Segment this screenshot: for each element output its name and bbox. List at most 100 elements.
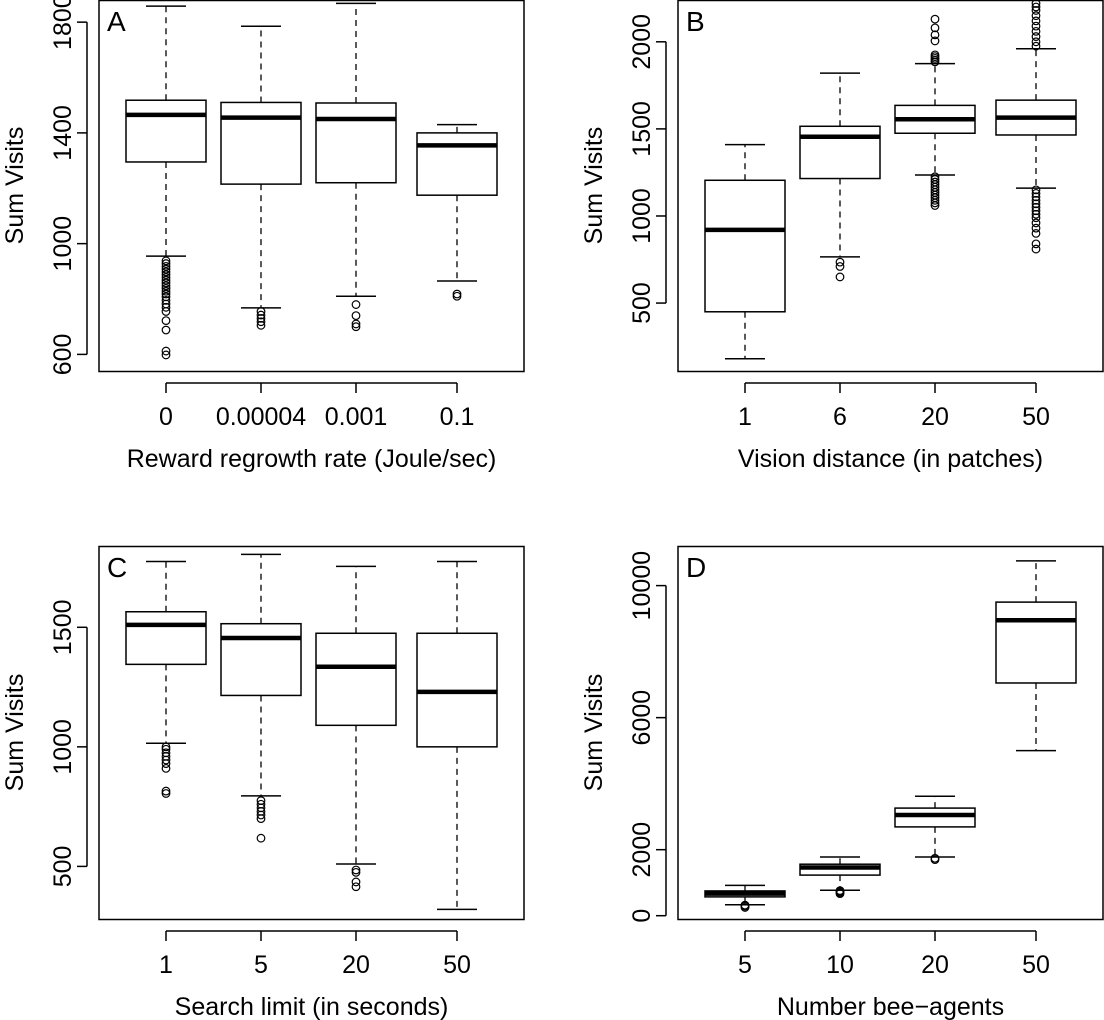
outlier-point <box>256 320 266 330</box>
box-6 <box>799 72 881 282</box>
outlier-point <box>1031 188 1041 198</box>
x-tick-label: 50 <box>1022 951 1050 979</box>
y-tick-label: 1400 <box>49 105 77 161</box>
outlier-point <box>1031 37 1041 47</box>
panel-a: A 600 1000 1400 1800 Sum Visits 0 0.00004 0.001 0… <box>1 0 525 473</box>
outlier-point <box>161 763 171 773</box>
outlier-point <box>161 259 171 268</box>
outlier-point <box>161 278 171 288</box>
iqr-box <box>416 132 498 196</box>
plot-frame <box>98 545 525 921</box>
box-0.001 <box>315 2 397 332</box>
outlier-point <box>161 744 171 754</box>
outlier-point <box>161 264 171 274</box>
y-axis-title: Sum Visits <box>580 674 608 792</box>
x-axis-title: Number bee−agents <box>777 993 1004 1020</box>
outlier-point <box>1031 6 1041 15</box>
y-tick-label: 1000 <box>49 216 77 272</box>
outlier-point <box>930 36 940 46</box>
outlier-point <box>1031 26 1041 36</box>
outlier-point <box>351 300 361 309</box>
outlier-point <box>161 286 171 296</box>
outlier-point <box>1031 223 1041 233</box>
outlier-point <box>351 311 361 321</box>
iqr-box <box>704 179 786 313</box>
box-1 <box>125 560 207 798</box>
y-axis-title: Sum Visits <box>1 674 29 792</box>
outlier-point <box>740 900 750 910</box>
box-5 <box>220 553 302 843</box>
box-1 <box>704 143 786 360</box>
outlier-point <box>161 261 171 271</box>
outlier-point <box>256 317 266 327</box>
outlier-point <box>161 267 171 277</box>
box-0.00004 <box>220 25 302 330</box>
x-tick-label: 5 <box>254 951 268 979</box>
panel-d: D 0 2000 6000 10000 Sum Visits 5 10 20 50 Number b… <box>580 545 1104 1020</box>
outlier-point <box>1031 228 1041 238</box>
outlier-point <box>256 799 266 809</box>
outlier-point <box>930 23 940 33</box>
outlier-point <box>256 796 266 806</box>
panel-letter: A <box>107 6 126 37</box>
outlier-point <box>1031 209 1041 219</box>
outlier-point <box>256 313 266 323</box>
x-tick-label: 5 <box>738 951 752 979</box>
iqr-box <box>220 101 302 185</box>
outlier-point <box>1031 218 1041 228</box>
y-tick-label: 6000 <box>628 690 656 746</box>
outlier-point <box>161 325 171 335</box>
outlier-point <box>161 275 171 285</box>
outlier-point <box>161 789 171 798</box>
outlier-point <box>1031 195 1041 205</box>
panel-c: C 500 1000 1500 Sum Visits 1 5 20 50 Search limit… <box>1 545 525 1020</box>
x-tick-label: 20 <box>921 403 949 431</box>
panel-letter: C <box>107 552 127 583</box>
outlier-point <box>161 786 171 796</box>
outlier-point <box>835 886 845 896</box>
box-0.1 <box>416 123 498 301</box>
panel-b: B 500 1000 1500 2000 Sum Visits 1 6 20 50 Vision d… <box>580 0 1104 473</box>
box-20 <box>894 795 976 864</box>
outlier-point <box>930 30 940 40</box>
outlier-point <box>1031 239 1041 249</box>
x-tick-label: 20 <box>342 951 370 979</box>
x-tick-label: 1 <box>738 403 752 431</box>
outlier-point <box>835 257 845 267</box>
outlier-point <box>930 175 940 184</box>
outlier-point <box>1031 32 1041 41</box>
outlier-point <box>351 322 361 332</box>
outlier-point <box>256 310 266 320</box>
outlier-point <box>161 256 171 266</box>
outlier-point <box>161 270 171 280</box>
outlier-point <box>1031 41 1041 51</box>
outlier-point <box>351 882 361 892</box>
x-tick-label: 1 <box>159 951 173 979</box>
y-tick-label: 1500 <box>49 599 77 655</box>
outlier-point <box>256 833 266 843</box>
iqr-box <box>315 632 397 727</box>
x-tick-label: 0.001 <box>325 403 388 431</box>
iqr-box <box>125 99 207 163</box>
outlier-point <box>161 316 171 326</box>
y-tick-label: 2000 <box>628 14 656 70</box>
outlier-point <box>351 867 361 877</box>
plot-frame <box>677 545 1104 921</box>
outlier-point <box>1031 199 1041 209</box>
outlier-point <box>452 289 462 299</box>
box-50 <box>995 560 1077 752</box>
outlier-point <box>161 281 171 291</box>
y-tick-label: 500 <box>628 282 656 324</box>
outlier-point <box>835 262 845 271</box>
y-tick-label: 0 <box>628 909 656 923</box>
iqr-box <box>220 622 302 697</box>
box-20 <box>894 14 976 210</box>
x-tick-label: 20 <box>921 951 949 979</box>
outlier-point <box>161 302 171 312</box>
y-tick-label: 1500 <box>628 101 656 157</box>
x-axis-title: Reward regrowth rate (Joule/sec) <box>127 445 497 473</box>
x-tick-label: 50 <box>443 951 471 979</box>
outlier-point <box>351 877 361 887</box>
outlier-point <box>351 319 361 329</box>
